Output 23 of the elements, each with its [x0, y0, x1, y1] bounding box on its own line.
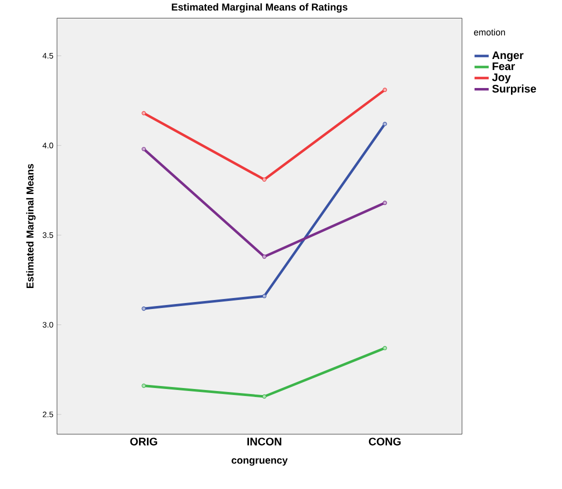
point: [382, 122, 387, 126]
x-tick-label: INCON: [247, 438, 282, 446]
point: [262, 177, 266, 182]
point: [262, 294, 266, 298]
legend-label: Surprise: [492, 84, 536, 95]
x-axis-title: congruency: [232, 458, 288, 466]
point: [142, 306, 146, 311]
point: [142, 111, 146, 116]
point: [382, 88, 387, 92]
chart-title: Estimated Marginal Means of Ratings: [172, 3, 348, 13]
legend-title: emotion: [474, 28, 505, 36]
point: [382, 200, 387, 205]
point: [142, 146, 146, 152]
point: [262, 394, 266, 399]
y-axis-title: Estimated Marginal Means: [26, 164, 36, 288]
x-tick-label: CONG: [368, 438, 401, 446]
point: [262, 254, 266, 259]
point: [382, 346, 387, 350]
x-tick-label: ORIG: [130, 438, 158, 446]
legend-label: Fear: [492, 62, 515, 70]
legend-label: Anger: [492, 51, 524, 62]
point: [142, 384, 146, 388]
legend-label: Joy: [492, 73, 511, 84]
